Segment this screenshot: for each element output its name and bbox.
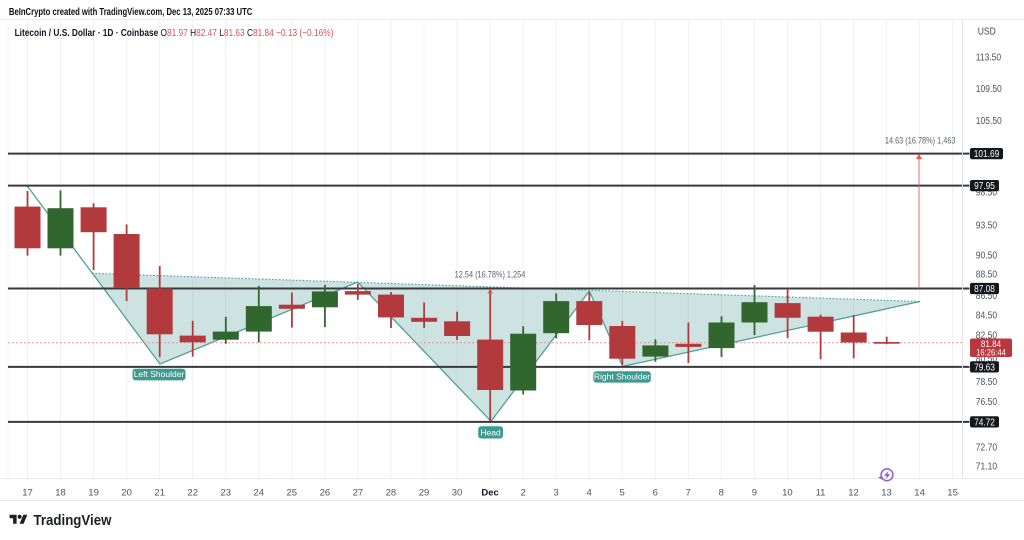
svg-text:84.50: 84.50: [976, 310, 997, 321]
svg-text:16:26:44: 16:26:44: [976, 347, 1006, 358]
svg-text:13: 13: [881, 487, 892, 498]
svg-text:113.50: 113.50: [976, 52, 1001, 63]
svg-text:72.70: 72.70: [976, 442, 997, 453]
svg-text:26: 26: [320, 487, 331, 498]
svg-text:30: 30: [452, 487, 463, 498]
svg-text:TradingView: TradingView: [34, 512, 112, 529]
svg-text:Dec: Dec: [481, 487, 498, 498]
svg-text:8: 8: [719, 487, 724, 498]
svg-text:Litecoin / U.S. Dollar · 1D ·: Litecoin / U.S. Dollar · 1D · Coinbase O…: [15, 27, 334, 38]
svg-text:4: 4: [587, 487, 592, 498]
svg-text:9: 9: [752, 487, 757, 498]
svg-text:BeInCrypto created with Tradin: BeInCrypto created with TradingView.com,…: [9, 6, 253, 17]
svg-text:90.50: 90.50: [976, 250, 997, 261]
svg-text:12: 12: [848, 487, 859, 498]
svg-text:101.69: 101.69: [974, 148, 999, 159]
svg-text:22: 22: [187, 487, 198, 498]
svg-text:20: 20: [121, 487, 132, 498]
svg-text:17: 17: [22, 487, 33, 498]
svg-text:98.50: 98.50: [976, 187, 997, 198]
svg-text:79.63: 79.63: [974, 362, 995, 373]
svg-text:18: 18: [55, 487, 66, 498]
svg-text:25: 25: [287, 487, 298, 498]
svg-text:78.50: 78.50: [976, 377, 997, 388]
svg-text:28: 28: [386, 487, 397, 498]
svg-text:11: 11: [816, 487, 826, 498]
svg-text:109.50: 109.50: [976, 84, 1002, 95]
svg-text:12.54 (16.78%) 1,254: 12.54 (16.78%) 1,254: [455, 269, 526, 280]
svg-text:71.10: 71.10: [976, 461, 997, 472]
svg-text:80.50: 80.50: [976, 353, 997, 364]
svg-text:15: 15: [947, 487, 958, 498]
svg-text:19: 19: [88, 487, 99, 498]
svg-text:27: 27: [353, 487, 364, 498]
svg-text:29: 29: [419, 487, 430, 498]
svg-text:24: 24: [254, 487, 265, 498]
svg-text:21: 21: [154, 487, 165, 498]
svg-text:23: 23: [220, 487, 231, 498]
svg-text:10: 10: [782, 487, 793, 498]
svg-text:86.50: 86.50: [976, 290, 997, 301]
svg-text:87.08: 87.08: [974, 283, 995, 294]
svg-text:Head: Head: [480, 427, 501, 437]
svg-text:14: 14: [914, 487, 925, 498]
svg-text:14.63 (16.78%) 1,463: 14.63 (16.78%) 1,463: [885, 135, 956, 146]
svg-text:Left Shoulder: Left Shoulder: [134, 369, 185, 379]
svg-text:5: 5: [620, 487, 625, 498]
svg-text:6: 6: [653, 487, 658, 498]
svg-text:82.50: 82.50: [976, 330, 997, 341]
svg-text:76.50: 76.50: [976, 396, 997, 407]
svg-text:2: 2: [520, 487, 525, 498]
svg-text:74.72: 74.72: [974, 417, 995, 428]
svg-text:97.95: 97.95: [974, 180, 995, 191]
svg-text:Right Shoulder: Right Shoulder: [594, 371, 650, 381]
svg-text:3: 3: [553, 487, 558, 498]
svg-text:93.50: 93.50: [976, 220, 997, 231]
svg-text:88.50: 88.50: [976, 269, 997, 280]
svg-text:81.84: 81.84: [981, 338, 1001, 349]
svg-text:USD: USD: [978, 26, 996, 37]
svg-text:7: 7: [686, 487, 691, 498]
svg-text:105.50: 105.50: [976, 115, 1002, 126]
